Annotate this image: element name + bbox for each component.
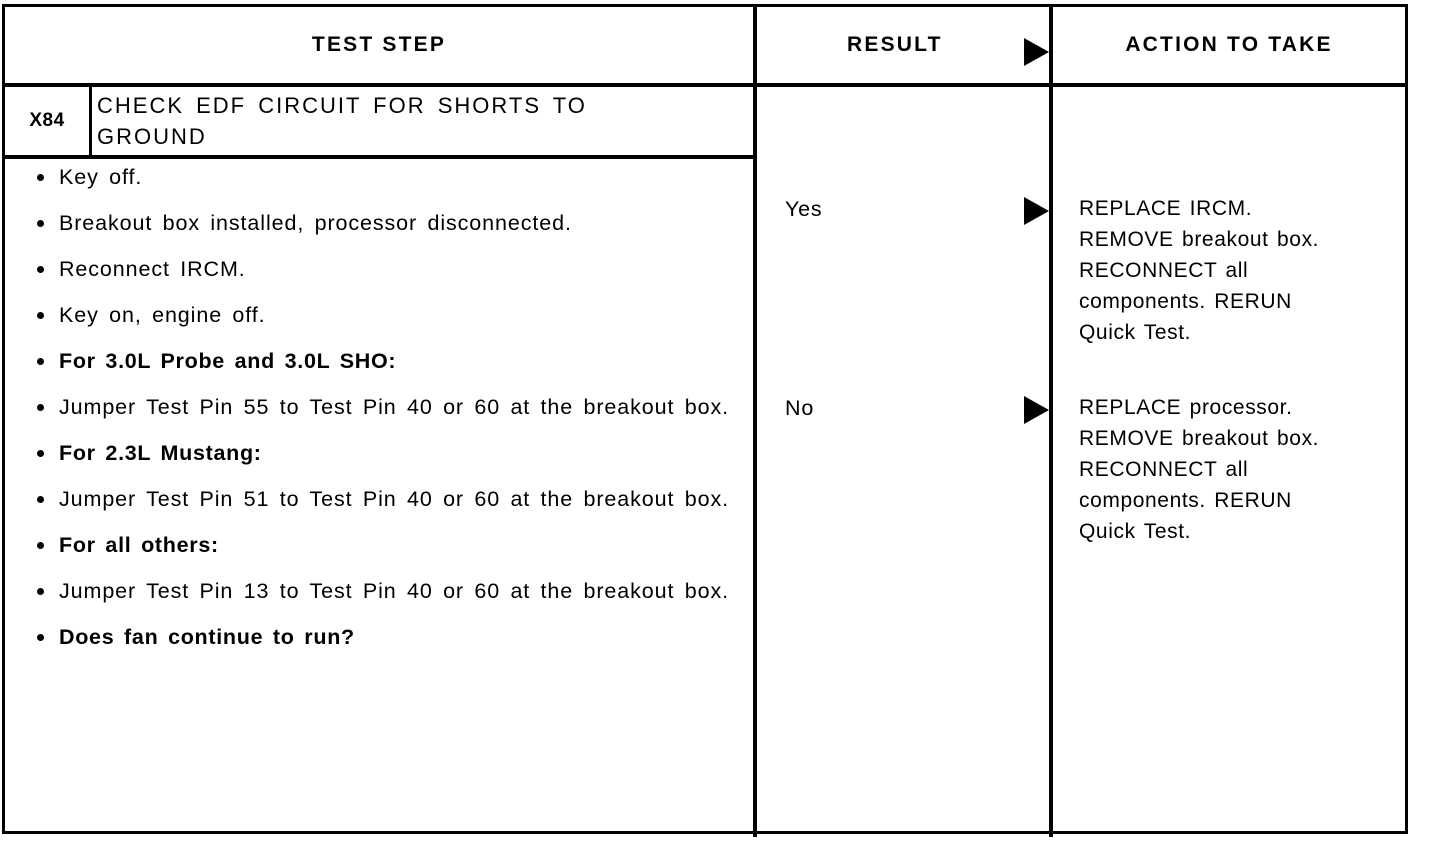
list-item: For all others:	[5, 531, 745, 559]
action-line: RECONNECT all	[1079, 458, 1249, 481]
list-item-text: Jumper Test Pin 51 to Test Pin 40 or 60 …	[59, 487, 729, 511]
list-item-text: Breakout box installed, processor discon…	[59, 211, 572, 235]
bullet-icon	[37, 266, 44, 273]
bullet-icon	[37, 496, 44, 503]
action-text-no: REPLACE processor. REMOVE breakout box. …	[1079, 392, 1399, 547]
bullet-icon	[37, 450, 44, 457]
step-code-divider	[89, 87, 92, 155]
bullet-icon	[37, 312, 44, 319]
header-row-divider	[5, 83, 1405, 87]
action-text-yes: REPLACE IRCM. REMOVE breakout box. RECON…	[1079, 193, 1399, 348]
test-step-list: Key off. Breakout box installed, process…	[5, 163, 745, 669]
list-item: Reconnect IRCM.	[5, 255, 745, 283]
column-divider-test-result	[753, 7, 757, 837]
result-value-no: No	[785, 396, 815, 420]
bullet-icon	[37, 634, 44, 641]
header-label-result: RESULT	[847, 33, 943, 56]
play-triangle-icon-yes	[1024, 197, 1049, 225]
list-item-text: Jumper Test Pin 55 to Test Pin 40 or 60 …	[59, 395, 729, 419]
list-item: For 2.3L Mustang:	[5, 439, 745, 467]
action-line: RECONNECT all	[1079, 259, 1249, 282]
list-item: Jumper Test Pin 51 to Test Pin 40 or 60 …	[5, 485, 745, 513]
header-cell-action-to-take: ACTION TO TAKE	[1053, 7, 1405, 83]
list-item: Jumper Test Pin 13 to Test Pin 40 or 60 …	[5, 577, 745, 605]
list-item-text: For all others:	[59, 533, 219, 557]
step-title-divider	[5, 155, 753, 159]
header-cell-result: RESULT	[757, 7, 1049, 83]
step-title-cell: CHECK EDF CIRCUIT FOR SHORTS TO GROUND	[97, 87, 747, 155]
result-value-yes: Yes	[785, 197, 823, 221]
header-label-action-to-take: ACTION TO TAKE	[1125, 33, 1333, 56]
header-label-test-step: TEST STEP	[311, 33, 447, 56]
list-item-text: Reconnect IRCM.	[59, 257, 246, 281]
diagnostic-test-table: TEST STEP RESULT ACTION TO TAKE X84 CHEC…	[2, 4, 1408, 837]
column-divider-result-action	[1049, 7, 1053, 837]
step-code-label: X84	[29, 110, 65, 131]
bullet-icon	[37, 220, 44, 227]
list-item: Key off.	[5, 163, 745, 191]
list-item: Key on, engine off.	[5, 301, 745, 329]
step-code-cell: X84	[5, 87, 89, 155]
bullet-icon	[37, 588, 44, 595]
list-item: Jumper Test Pin 55 to Test Pin 40 or 60 …	[5, 393, 745, 421]
action-line: REPLACE IRCM.	[1079, 197, 1253, 220]
action-line: REMOVE breakout box.	[1079, 228, 1320, 251]
action-line: REMOVE breakout box.	[1079, 427, 1320, 450]
play-triangle-icon-no	[1024, 396, 1049, 424]
bullet-icon	[37, 358, 44, 365]
list-item: Does fan continue to run?	[5, 623, 745, 651]
list-item-text: Jumper Test Pin 13 to Test Pin 40 or 60 …	[59, 579, 729, 603]
list-item-text: For 2.3L Mustang:	[59, 441, 262, 465]
bullet-icon	[37, 174, 44, 181]
step-title-line-2: GROUND	[97, 124, 207, 149]
action-line: components. RERUN	[1079, 489, 1292, 512]
step-title-line-1: CHECK EDF CIRCUIT FOR SHORTS TO	[97, 93, 587, 118]
list-item-text: Key off.	[59, 165, 143, 189]
action-line: Quick Test.	[1079, 520, 1192, 543]
list-item-text: For 3.0L Probe and 3.0L SHO:	[59, 349, 397, 373]
list-item: For 3.0L Probe and 3.0L SHO:	[5, 347, 745, 375]
bullet-icon	[37, 542, 44, 549]
list-item: Breakout box installed, processor discon…	[5, 209, 745, 237]
list-item-text: Does fan continue to run?	[59, 625, 355, 649]
action-line: REPLACE processor.	[1079, 396, 1293, 419]
action-line: components. RERUN	[1079, 290, 1292, 313]
header-cell-test-step: TEST STEP	[5, 7, 753, 83]
bullet-icon	[37, 404, 44, 411]
play-triangle-icon-header	[1024, 38, 1049, 66]
list-item-text: Key on, engine off.	[59, 303, 266, 327]
action-line: Quick Test.	[1079, 321, 1192, 344]
